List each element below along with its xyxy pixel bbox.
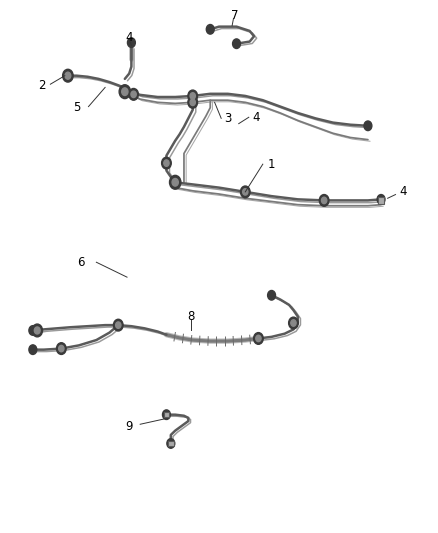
Circle shape	[57, 343, 66, 354]
Circle shape	[243, 189, 248, 195]
Circle shape	[170, 175, 181, 189]
Text: 4: 4	[399, 185, 407, 198]
Bar	[168, 441, 173, 446]
Bar	[378, 197, 385, 204]
Text: 8: 8	[187, 310, 194, 323]
Text: 4: 4	[252, 111, 260, 124]
Circle shape	[59, 345, 64, 352]
Circle shape	[206, 25, 214, 34]
Text: 5: 5	[73, 101, 80, 114]
Text: 7: 7	[230, 10, 238, 22]
Circle shape	[119, 85, 131, 99]
Circle shape	[29, 345, 37, 354]
Circle shape	[240, 186, 250, 198]
Circle shape	[188, 96, 198, 108]
Circle shape	[254, 333, 263, 344]
Circle shape	[377, 195, 385, 204]
Text: 4: 4	[125, 31, 133, 44]
Circle shape	[188, 90, 198, 102]
Circle shape	[321, 197, 327, 204]
Circle shape	[116, 322, 121, 328]
Circle shape	[172, 179, 178, 186]
Circle shape	[256, 335, 261, 342]
Circle shape	[34, 327, 40, 334]
Circle shape	[162, 410, 170, 419]
Text: 9: 9	[125, 420, 133, 433]
Circle shape	[190, 99, 195, 106]
Circle shape	[233, 39, 240, 49]
Circle shape	[65, 72, 71, 79]
Circle shape	[63, 69, 73, 82]
Circle shape	[129, 88, 138, 100]
Text: 1: 1	[268, 158, 276, 171]
Circle shape	[122, 88, 128, 95]
Text: 2: 2	[38, 79, 46, 92]
Circle shape	[319, 195, 329, 206]
Circle shape	[127, 38, 135, 47]
Circle shape	[29, 326, 37, 335]
Text: 3: 3	[224, 112, 231, 125]
Circle shape	[268, 290, 276, 300]
Circle shape	[131, 91, 136, 98]
Bar	[163, 412, 169, 417]
Circle shape	[190, 93, 195, 99]
Circle shape	[162, 157, 171, 169]
Circle shape	[32, 324, 42, 337]
Circle shape	[164, 160, 169, 166]
Circle shape	[291, 320, 296, 326]
Text: 6: 6	[77, 256, 85, 269]
Circle shape	[289, 317, 298, 329]
Circle shape	[167, 439, 175, 448]
Circle shape	[364, 121, 372, 131]
Circle shape	[113, 319, 123, 331]
